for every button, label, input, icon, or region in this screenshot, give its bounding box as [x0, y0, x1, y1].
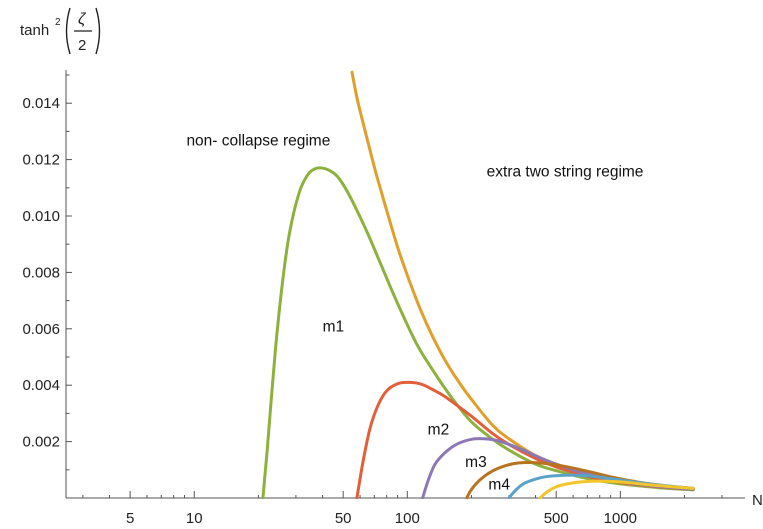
x-ticks: 5 10 50 100 500 1000 [82, 491, 723, 527]
x-axis-label: N [752, 492, 763, 509]
y-label-denominator: 2 [78, 37, 86, 54]
series-line-2 [261, 166, 695, 499]
x-tick-label: 10 [186, 510, 203, 527]
y-label-right-paren [95, 7, 101, 55]
annotation-3: m1 [323, 319, 345, 336]
series-line-7 [538, 479, 695, 499]
y-tick-label: 0.002 [22, 434, 60, 451]
y-label-sup: 2 [55, 17, 61, 28]
y-tick-label: 0.006 [22, 321, 60, 338]
annotation-6: m4 [488, 477, 510, 494]
annotation-4: m2 [428, 422, 450, 439]
x-tick-label: 100 [395, 510, 420, 527]
y-tick-label: 0.004 [22, 377, 60, 394]
y-label-base: tanh [20, 22, 49, 39]
annotations: non- collapse regime extra two string reg… [186, 133, 643, 494]
annotation-5: m3 [465, 454, 487, 471]
y-tick-label: 0.012 [22, 152, 60, 169]
y-tick-label: 0.014 [22, 95, 60, 112]
x-tick-label: 500 [544, 510, 569, 527]
series-line-3 [355, 380, 695, 499]
series-group [261, 70, 695, 499]
y-label-numerator: ζ [78, 11, 87, 28]
y-axis-label: tanh 2 ζ 2 [20, 7, 101, 55]
y-tick-label: 0.010 [22, 208, 60, 225]
x-tick-label: 5 [126, 510, 134, 527]
y-label-left-paren [65, 7, 71, 55]
annotation-2: extra two string regime [487, 164, 644, 181]
x-tick-label: 50 [335, 510, 352, 527]
axes [65, 70, 745, 499]
annotation-1: non- collapse regime [186, 133, 330, 150]
y-ticks: 0.002 0.004 0.006 0.008 0.010 0.012 0.014 [22, 74, 72, 471]
y-tick-label: 0.008 [22, 264, 60, 281]
series-line-1 [350, 70, 695, 491]
x-tick-label: 1000 [604, 510, 637, 527]
